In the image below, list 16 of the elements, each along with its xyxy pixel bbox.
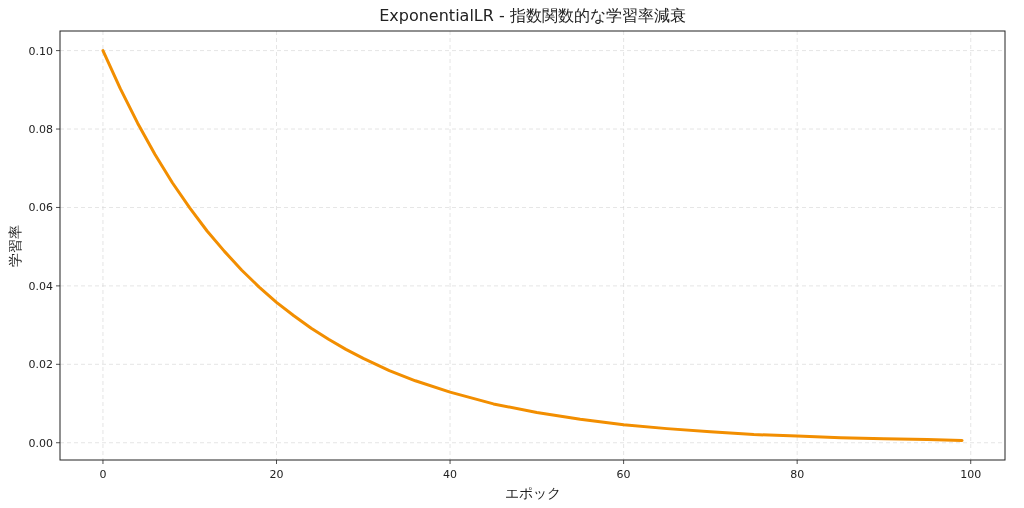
y-tick-label: 0.02 bbox=[28, 358, 53, 372]
x-tick-label: 20 bbox=[269, 468, 284, 481]
x-tick-label: 60 bbox=[616, 468, 631, 481]
y-tick-label: 0.00 bbox=[28, 436, 53, 450]
y-tick-label: 0.04 bbox=[28, 279, 53, 293]
x-tick-label: 0 bbox=[99, 468, 107, 481]
y-tick-label: 0.08 bbox=[28, 123, 53, 137]
x-tick-label: 80 bbox=[790, 468, 805, 481]
line-series bbox=[101, 49, 964, 442]
x-axis-title: エポック bbox=[504, 485, 561, 501]
chart-title: ExponentialLR - 指数関数的な学習率減衰 bbox=[379, 6, 686, 25]
x-tick-label: 40 bbox=[443, 468, 458, 481]
x-tick-label: 100 bbox=[960, 468, 982, 481]
y-tick-label: 0.10 bbox=[28, 44, 53, 58]
y-tick-label: 0.06 bbox=[28, 201, 53, 215]
y-axis-title: 学習率 bbox=[7, 224, 23, 267]
